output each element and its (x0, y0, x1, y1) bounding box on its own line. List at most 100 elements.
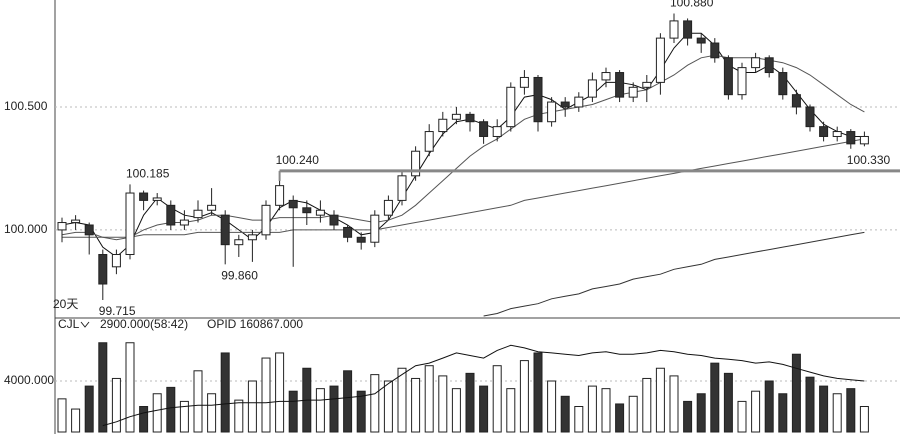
candle-body (710, 42, 720, 59)
volume-bar (166, 386, 176, 433)
candle-body (479, 121, 489, 137)
candle-body (615, 72, 625, 98)
candle-body (302, 207, 312, 214)
volume-bar (778, 393, 788, 433)
candle-body (166, 204, 176, 226)
y-tick-label: 100.500 (4, 99, 48, 113)
candle-body (547, 101, 557, 123)
candle-body (234, 239, 244, 246)
volume-bar (479, 385, 489, 433)
candle-body (438, 118, 448, 133)
annotation: 100.185 (126, 167, 170, 181)
volume-bar (791, 353, 801, 433)
candle-body (261, 204, 271, 236)
candle-body (791, 94, 801, 108)
y-tick-label: 100.000 (4, 222, 48, 236)
volume-bar (832, 393, 842, 433)
volume-bar (234, 399, 244, 433)
annotation: 100.880 (670, 0, 714, 10)
volume-bar (465, 372, 475, 433)
volume-bar (859, 406, 869, 433)
candle-body (669, 20, 679, 39)
candle-body (601, 72, 611, 81)
volume-bar (628, 395, 638, 433)
annotation: 100.330 (847, 153, 891, 167)
volume-bar (764, 380, 774, 433)
volume-average (102, 344, 865, 427)
volume-bar (111, 377, 121, 433)
candle-body (465, 113, 475, 123)
volume-bar (139, 406, 149, 433)
candle-body (737, 67, 747, 96)
candle-body (859, 135, 869, 145)
volume-info: 2900.000(58:42) (100, 317, 188, 331)
candle-body (383, 199, 393, 216)
candle-body (832, 131, 842, 137)
volume-bar (207, 393, 217, 433)
volume-bar (424, 365, 434, 433)
candle-body (628, 86, 638, 98)
volume-bar (152, 393, 162, 433)
volume-bar (492, 365, 502, 433)
candle-body (805, 106, 815, 128)
volume-bar (329, 385, 339, 433)
candle-body (492, 126, 502, 137)
volume-bar (356, 390, 366, 433)
candle-body (751, 57, 761, 69)
candle-body (655, 37, 665, 83)
volume-bar (819, 385, 829, 433)
candle-body (533, 76, 543, 123)
volume-bar (560, 395, 570, 433)
volume-bar (315, 388, 325, 433)
candle-body (560, 101, 570, 108)
volume-bar (710, 362, 720, 433)
candle-body (683, 20, 693, 39)
volume-bar (57, 398, 67, 433)
volume-opid: OPID 160867.000 (207, 317, 303, 331)
volume-bar (683, 400, 693, 433)
volume-bar (383, 380, 393, 433)
annotation: 99.860 (221, 269, 258, 283)
volume-bar (587, 385, 597, 433)
volume-bar (451, 388, 461, 433)
volume-bar (261, 357, 271, 433)
annotation: 99.715 (99, 304, 136, 318)
volume-bar (723, 372, 733, 433)
volume-bar (98, 342, 108, 433)
volume-bar (533, 352, 543, 433)
dropdown-icon[interactable] (80, 321, 90, 328)
candle-body (642, 81, 652, 88)
candle-body (111, 254, 121, 268)
candle-body (71, 219, 81, 224)
volume-bar (601, 388, 611, 433)
candle-body (587, 79, 597, 98)
volume-bar (737, 400, 747, 433)
candle-body (819, 126, 829, 137)
candle-body (696, 37, 706, 44)
candle-body (574, 96, 584, 108)
candle-body (315, 209, 325, 216)
candle-body (84, 224, 94, 236)
candle-body (329, 214, 339, 226)
period-label: 20天 (53, 297, 78, 311)
volume-bar (669, 375, 679, 433)
y-tick-label: 4000.000 (4, 373, 54, 387)
volume-bar (193, 370, 203, 433)
candle-body (288, 199, 298, 209)
candle-body (139, 192, 149, 201)
volume-bar (275, 352, 285, 433)
volume-bar (247, 380, 257, 433)
candle-body (125, 192, 135, 256)
volume-bar (343, 370, 353, 433)
annotation: 100.240 (276, 153, 320, 167)
volume-bar (642, 377, 652, 433)
volume-bar (519, 360, 529, 433)
volume-bar (574, 406, 584, 433)
volume-bar (506, 388, 516, 433)
moving-average (483, 231, 865, 317)
candle-body (247, 234, 257, 241)
candle-body (220, 214, 230, 246)
candle-body (57, 222, 67, 231)
candle-body (397, 175, 407, 201)
